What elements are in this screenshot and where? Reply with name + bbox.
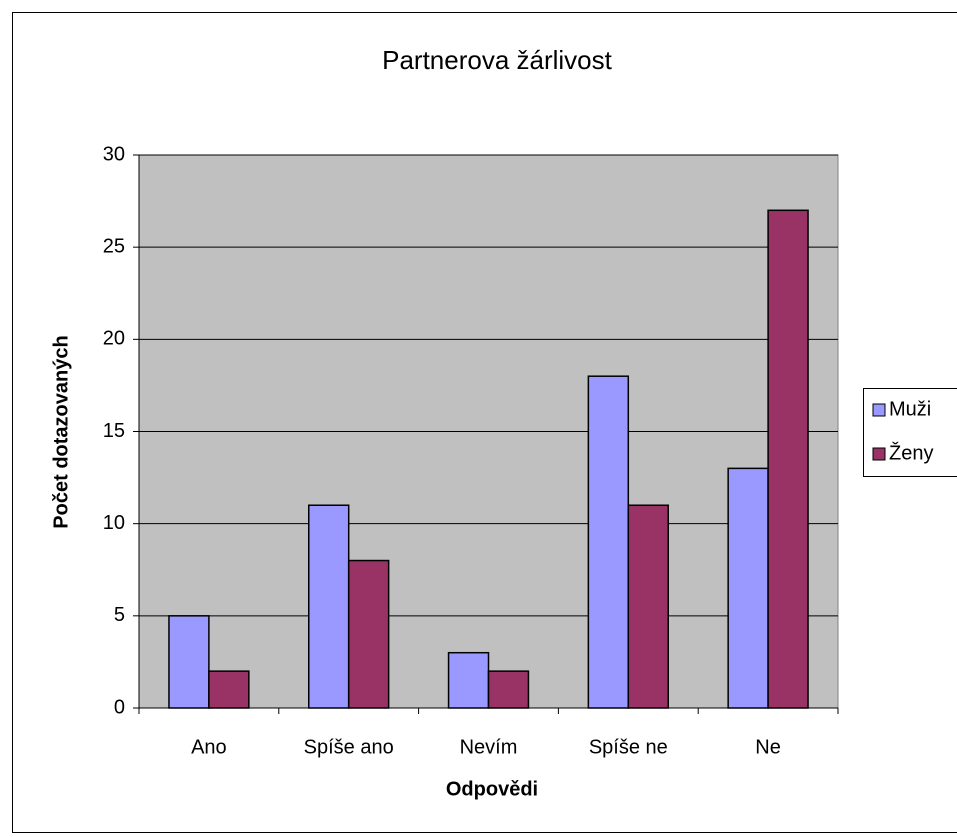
- y-tick-label: 30: [103, 143, 125, 165]
- bar: [587, 375, 630, 709]
- chart-title: Partnerova žárlivost: [382, 45, 613, 75]
- y-tick-label: 25: [103, 235, 125, 257]
- x-tick-label: Spíše ne: [589, 736, 668, 758]
- legend-swatch: [872, 447, 886, 461]
- bar: [727, 467, 769, 709]
- legend-box: [863, 388, 957, 477]
- bar: [308, 504, 350, 709]
- bar: [447, 651, 490, 709]
- y-tick-label: 15: [103, 420, 125, 442]
- y-tick-label: 10: [103, 512, 125, 534]
- y-tick-label: 0: [114, 696, 125, 718]
- y-tick-label: 20: [103, 328, 125, 350]
- x-tick-label: Ano: [191, 736, 227, 758]
- y-tick-label: 5: [114, 604, 125, 626]
- bar: [347, 559, 390, 709]
- x-tick-label: Ne: [755, 736, 781, 758]
- bar: [208, 670, 250, 709]
- legend-swatch: [872, 403, 886, 417]
- x-axis-label: Odpovědi: [446, 778, 538, 800]
- bar: [627, 504, 669, 709]
- x-tick-label: Nevím: [460, 736, 518, 758]
- y-axis-label: Počet dotazovaných: [50, 335, 72, 528]
- bar: [487, 670, 530, 709]
- x-tick-label: Spíše ano: [304, 736, 394, 758]
- legend-label: Ženy: [889, 441, 933, 464]
- bar: [767, 209, 809, 709]
- legend-label: Muži: [889, 398, 931, 420]
- bar: [168, 615, 210, 709]
